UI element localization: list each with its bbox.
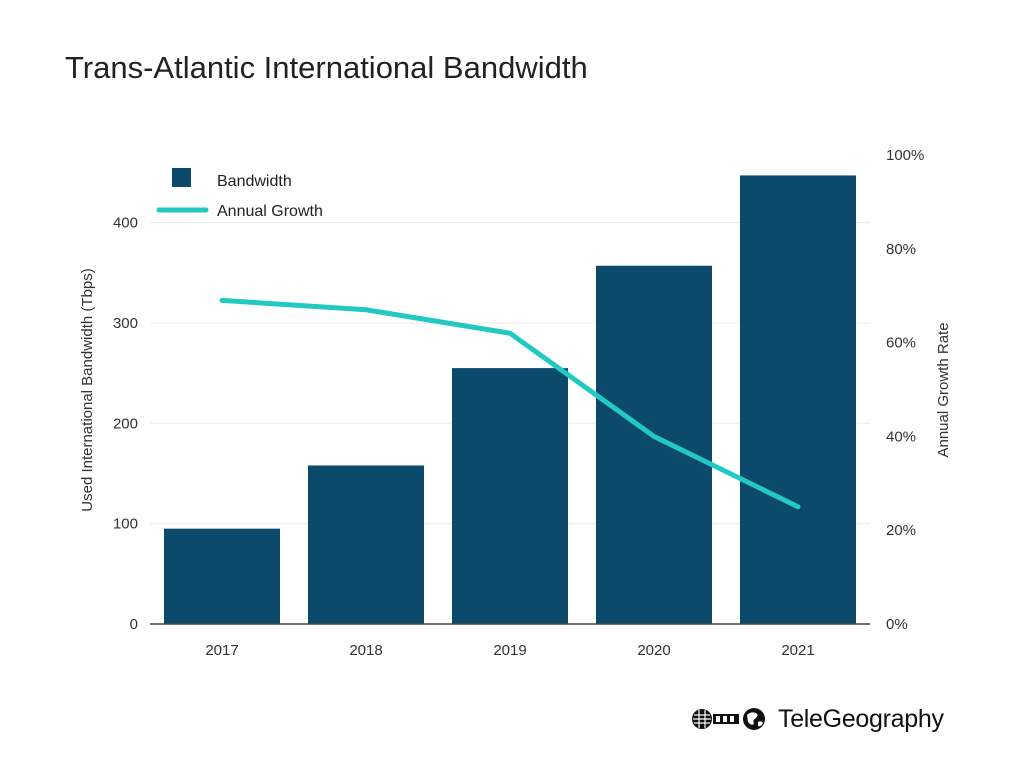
bars [164,175,856,625]
brand-name: TeleGeography [778,704,944,733]
y-right-tick-label-3: 60% [886,335,916,352]
y-right-tick-label-0: 0% [886,616,908,633]
x-tick-label-2017: 2017 [205,642,238,659]
right-axis-ticks: 0% 20% 40% 60% 80% 100% [886,147,924,633]
y-axis-label: Used International Bandwidth (Tbps) [79,268,96,511]
bar-2019 [452,368,568,624]
bar-2018 [308,465,424,624]
y-tick-label-1: 100 [113,516,138,533]
y-right-tick-label-4: 80% [886,241,916,258]
legend-label-bandwidth: Bandwidth [217,173,292,190]
x-tick-label-2019: 2019 [493,642,526,659]
brand: TeleGeography [690,702,944,736]
bar-2017 [164,528,280,624]
y-right-tick-label-1: 20% [886,522,916,539]
y-tick-label-0: 0 [130,616,138,633]
bar-2021 [740,175,856,625]
bar-2020 [596,265,712,624]
telegeography-logo-icon [692,708,765,730]
x-tick-label-2020: 2020 [637,642,670,659]
left-axis-ticks: 0 100 200 300 400 [113,215,138,633]
y-tick-label-2: 200 [113,415,138,432]
y-tick-label-4: 400 [113,215,138,232]
chart-title: Trans-Atlantic International Bandwidth [65,50,588,85]
y-right-tick-label-2: 40% [886,428,916,445]
x-axis-ticks: 2017 2018 2019 2020 2021 [205,642,814,659]
legend-swatch-bandwidth [172,168,191,187]
legend: Bandwidth Annual Growth [156,168,323,220]
x-tick-label-2021: 2021 [781,642,814,659]
y-axis-right-label: Annual Growth Rate [935,322,952,457]
x-tick-label-2018: 2018 [349,642,382,659]
y-tick-label-3: 300 [113,315,138,332]
y-right-tick-label-5: 100% [886,147,924,164]
growth-line [219,297,801,510]
legend-label-annual-growth: Annual Growth [217,203,323,220]
